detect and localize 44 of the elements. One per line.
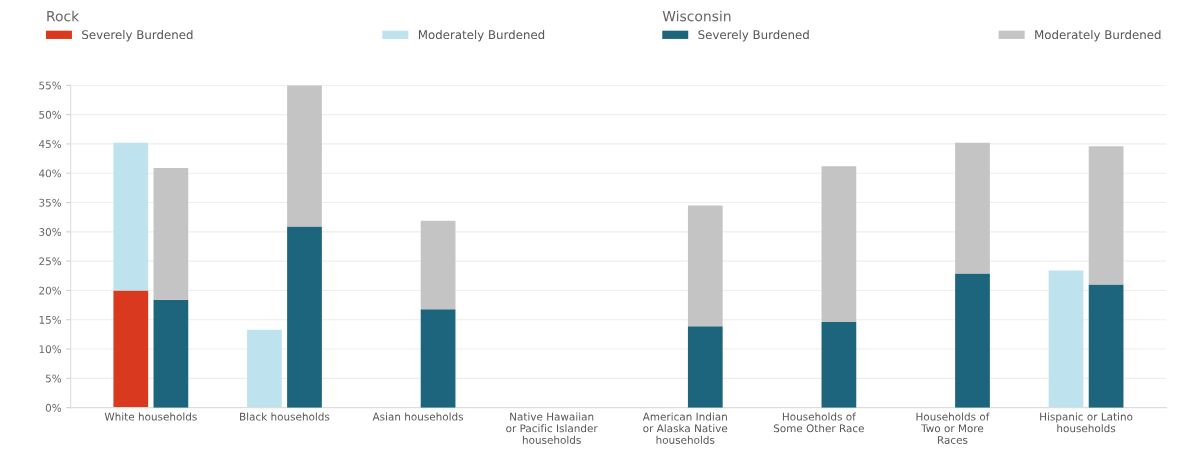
bar xyxy=(287,85,322,227)
legend-label: Moderately Burdened xyxy=(1035,29,1161,42)
y-tick-label: 55% xyxy=(39,81,62,90)
x-tick-label: Native Hawaiian or Pacific Islander households xyxy=(506,412,598,444)
y-tick-label: 35% xyxy=(39,198,62,207)
bar xyxy=(687,205,723,327)
y-tick-label: 15% xyxy=(39,315,62,324)
bar xyxy=(687,326,723,408)
x-tick-label: Households of Some Other Race xyxy=(773,412,864,433)
bar xyxy=(420,220,456,310)
y-tick-label: 30% xyxy=(39,228,62,236)
x-tick-label: Hispanic or Latino households xyxy=(1040,412,1133,433)
bar xyxy=(113,290,149,408)
bar xyxy=(955,273,990,408)
y-tick-label: 10% xyxy=(39,345,62,354)
bar xyxy=(153,167,189,300)
bar xyxy=(955,142,990,274)
bar xyxy=(153,299,189,408)
y-tick-label: 50% xyxy=(39,110,62,119)
y-tick-label: 0% xyxy=(45,403,62,412)
y-tick-label: 20% xyxy=(39,286,62,295)
bar xyxy=(821,166,857,323)
y-tick-label: 25% xyxy=(39,257,62,266)
x-tick-label: Households of Two or More Races xyxy=(916,412,990,444)
bar xyxy=(113,142,149,291)
y-tick-label: 40% xyxy=(39,169,62,178)
bar xyxy=(247,329,282,408)
legend-title: Rock xyxy=(47,10,80,22)
legend-label: Moderately Burdened xyxy=(418,29,545,42)
bar xyxy=(1088,146,1124,285)
bar xyxy=(1088,284,1124,408)
bar xyxy=(287,226,322,408)
bar xyxy=(420,309,456,408)
legend-title: Wisconsin xyxy=(662,10,731,22)
y-tick-label: 45% xyxy=(39,140,62,149)
x-tick-label: Black households xyxy=(240,412,330,421)
x-tick-label: American Indian or Alaska Native households xyxy=(642,412,728,444)
legend-label: Severely Burdened xyxy=(698,29,809,42)
x-tick-label: Asian households xyxy=(372,412,464,421)
x-tick-label: White households xyxy=(104,412,197,421)
y-tick-label: 5% xyxy=(45,374,62,383)
bar xyxy=(821,322,857,408)
bar xyxy=(1048,270,1084,408)
legend-label: Severely Burdened xyxy=(82,29,193,42)
